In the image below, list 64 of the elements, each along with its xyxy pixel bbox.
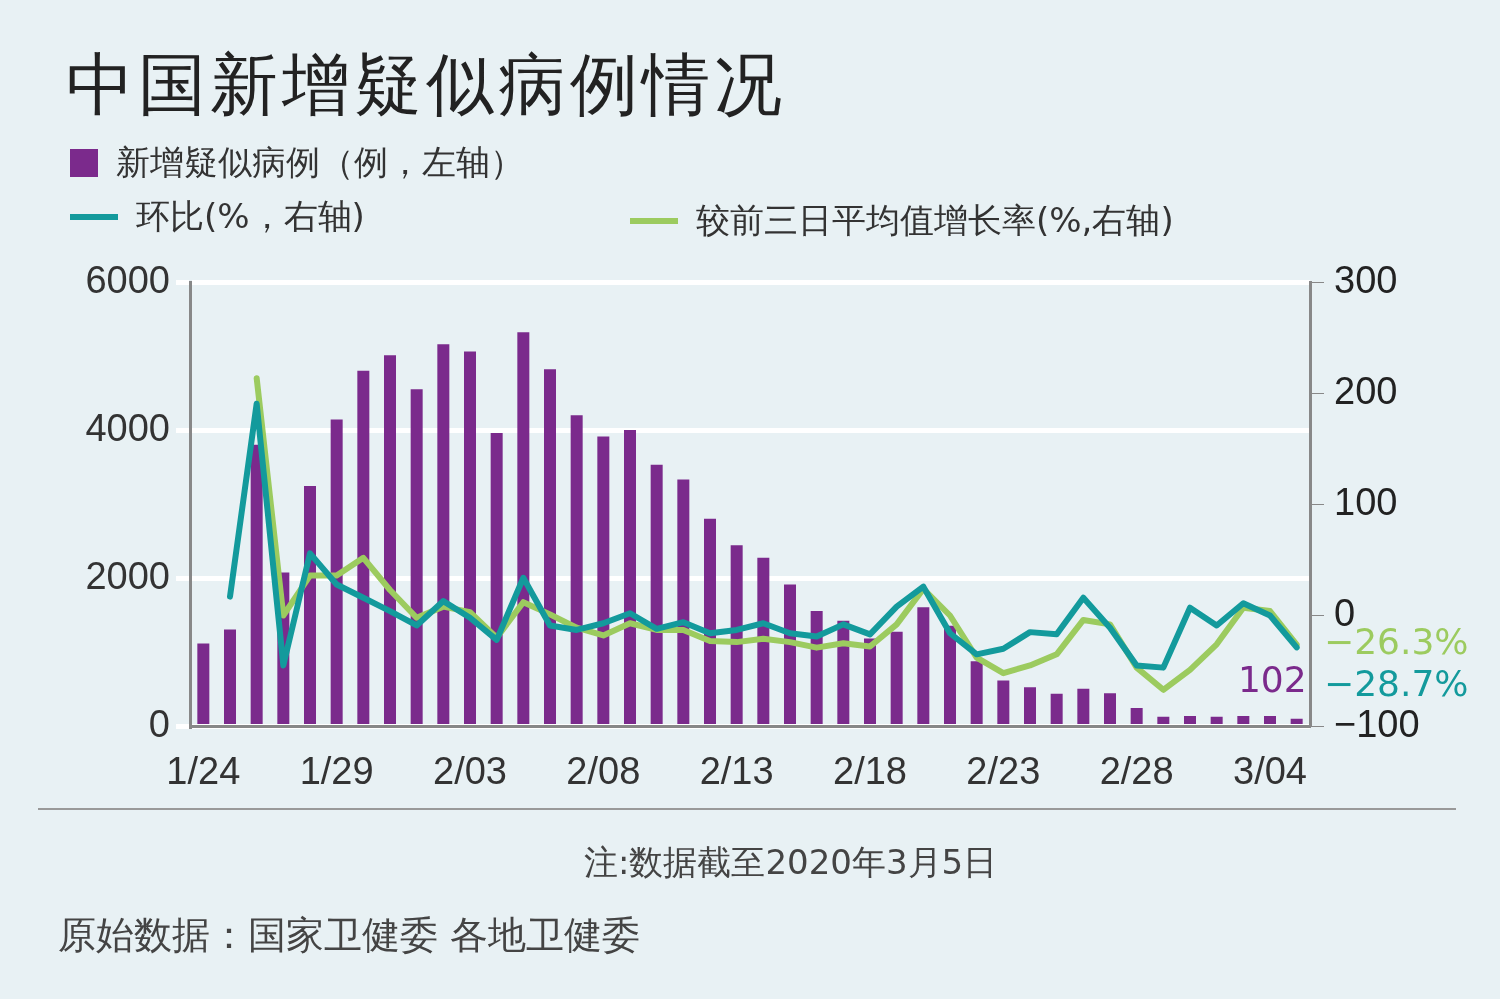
bar: [384, 355, 396, 724]
bar: [464, 351, 476, 724]
bar: [1130, 707, 1143, 724]
x-tick-label: 2/13: [699, 749, 774, 792]
bar: [1184, 716, 1196, 724]
bar: [997, 680, 1010, 724]
bar: [624, 429, 636, 724]
x-tick-label: 2/18: [833, 749, 907, 792]
x-tick-label: 2/28: [1099, 749, 1174, 792]
bar: [597, 436, 610, 724]
bar: [250, 444, 263, 724]
bar: [224, 629, 236, 724]
bar: [304, 486, 316, 724]
y-tick-label: 6000: [85, 259, 170, 302]
text: 注:数据截至2020年3月5日: [584, 841, 998, 884]
bar: [544, 369, 556, 724]
y2-tick-label: 200: [1334, 370, 1398, 413]
bar: [864, 638, 876, 724]
x-tick-label: 2/03: [433, 749, 507, 792]
bar: [970, 661, 983, 724]
chart-title: 中国新增疑似病例情况: [66, 44, 786, 126]
legend-label: 较前三日平均值增长率(%,右轴): [696, 199, 1174, 242]
bar: [517, 332, 530, 724]
bar: [437, 344, 450, 724]
y-tick-label: 4000: [85, 407, 170, 450]
y2-tick-label: 100: [1334, 481, 1398, 524]
bar: [784, 584, 796, 724]
bar: [757, 557, 770, 724]
bar: [357, 370, 370, 724]
bar: [917, 607, 930, 724]
bar: [677, 479, 690, 724]
bar: [490, 432, 503, 724]
x-tick-label: 1/24: [166, 749, 241, 792]
bar: [1210, 716, 1223, 724]
data-label: 102: [1237, 659, 1307, 701]
bar: [704, 518, 716, 724]
x-tick-label: 2/23: [966, 749, 1041, 792]
bar: [1104, 693, 1116, 724]
text: 原始数据：国家卫健委 各地卫健委: [58, 912, 641, 959]
data-label: −28.7%: [1324, 663, 1469, 705]
y-tick-label: 0: [148, 702, 170, 745]
bar: [197, 643, 210, 724]
bar: [650, 464, 663, 724]
bar: [944, 625, 956, 724]
bar: [410, 389, 423, 724]
bar: [570, 415, 583, 724]
bar: [1050, 693, 1063, 724]
y-tick-label: 2000: [85, 555, 170, 598]
x-tick-label: 2/08: [566, 749, 641, 792]
bar: [1157, 716, 1170, 724]
y2-tick-label: 300: [1334, 259, 1398, 302]
bar: [330, 419, 343, 724]
x-tick-label: 1/29: [299, 749, 374, 792]
bar: [1077, 688, 1090, 724]
legend-label: 环比(%，右轴): [136, 195, 365, 238]
x-tick-label: 3/04: [1233, 749, 1307, 792]
bar: [730, 545, 743, 724]
y2-tick-label: −100: [1334, 702, 1420, 745]
bar: [1264, 716, 1276, 724]
bar: [1290, 718, 1303, 724]
legend-label: 新增疑似病例（例，左轴）: [116, 141, 524, 184]
bar: [1237, 716, 1250, 724]
bar: [1024, 687, 1036, 724]
bar: [890, 631, 903, 724]
